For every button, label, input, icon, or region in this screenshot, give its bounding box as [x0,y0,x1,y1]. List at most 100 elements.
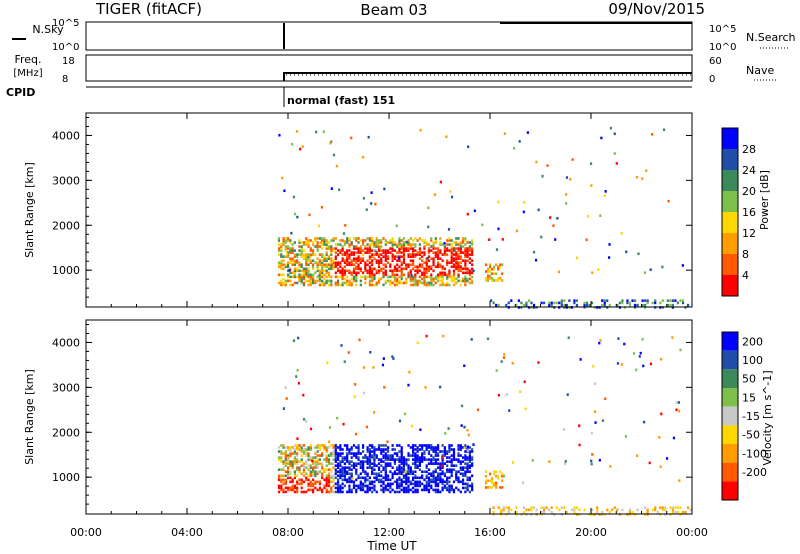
echo-cell [384,271,387,275]
echo-cell [327,480,331,484]
echo-cell [334,468,337,472]
echo-cell [468,271,471,275]
echo-cell [466,279,469,283]
echo-cell [402,470,406,474]
echo-cell [398,251,401,254]
echo-cell [377,474,381,478]
echo-cell [321,466,324,469]
echo-cell [325,247,328,250]
echo-cell [364,472,367,476]
echo-cell [430,448,433,451]
echo-cell [662,128,666,132]
echo-cell [409,472,412,476]
echo-cell [464,267,467,271]
echo-cell [416,283,419,287]
echo-cell [523,380,526,384]
echo-cell [368,255,371,258]
echo-cell [311,462,315,465]
echo-cell [309,448,312,451]
echo-cell [309,281,312,285]
echo-cell [371,271,374,275]
echo-cell [503,352,506,356]
echo-cell [414,462,417,465]
echo-cell [323,281,326,285]
echo-cell [468,253,471,256]
echo-cell [373,241,376,244]
echo-cell [400,269,403,273]
echo-cell [317,224,321,228]
echo-cell [443,472,446,476]
echo-cell [368,466,371,469]
echo-cell [336,263,340,267]
echo-cell [434,253,437,256]
echo-cell [371,444,374,447]
echo-cell [436,251,440,254]
echo-cell [359,279,362,283]
echo-cell [400,448,403,451]
echo-cell [336,478,340,482]
echo-cell [350,474,353,478]
echo-cell [411,448,415,451]
echo-cell [277,239,281,242]
echo-cell [452,488,456,492]
echo-cell [439,263,442,267]
echo-cell [434,484,437,488]
echo-cell [575,303,579,307]
echo-cell [307,241,310,244]
echo-cell [359,462,362,465]
echo-cell [373,486,376,490]
echo-cell [679,348,682,352]
echo-cell [334,237,337,240]
echo-cell [348,486,351,490]
echo-cell [286,476,290,480]
echo-cell [470,338,473,341]
echo-cell [421,263,424,267]
echo-cell [418,269,421,273]
echo-cell [396,277,399,281]
echo-cell [425,486,428,490]
echo-cell [291,249,294,252]
echo-cell [591,508,594,512]
echo-cell [327,472,331,476]
echo-cell [596,510,599,514]
echo-cell [291,466,294,469]
echo-cell [309,259,312,262]
echo-cell [325,279,328,283]
echo-cell [311,474,315,478]
echo-cell [373,267,376,271]
echo-cell [296,488,299,492]
echo-cell [450,460,453,463]
echo-cell [471,464,474,467]
echo-cell [298,269,301,273]
echo-cell [571,158,574,161]
echo-cell [502,356,506,359]
echo-cell [427,444,431,447]
echo-cell [305,271,308,275]
echo-cell [286,488,290,492]
echo-cell [458,261,461,265]
echo-cell [325,245,328,248]
echo-cell [355,277,358,281]
echo-cell [307,267,310,271]
echo-cell [371,239,374,242]
echo-cell [327,458,331,461]
echo-cell [377,462,381,465]
echo-cell [389,263,392,267]
echo-cell [423,450,426,453]
echo-cell [443,448,446,451]
echo-cell [302,269,306,273]
echo-cell [411,275,415,279]
echo-cell [423,239,426,242]
echo-cell [432,269,435,273]
echo-cell [365,208,368,211]
echo-cell [316,257,319,260]
echo-cell [364,247,367,250]
echo-cell [316,263,319,267]
echo-cell [327,263,331,267]
echo-cell [416,484,419,488]
echo-cell [441,265,444,269]
echo-cell [407,239,410,242]
echo-cell [289,472,292,476]
echo-cell [540,506,543,509]
echo-cell [530,301,533,305]
